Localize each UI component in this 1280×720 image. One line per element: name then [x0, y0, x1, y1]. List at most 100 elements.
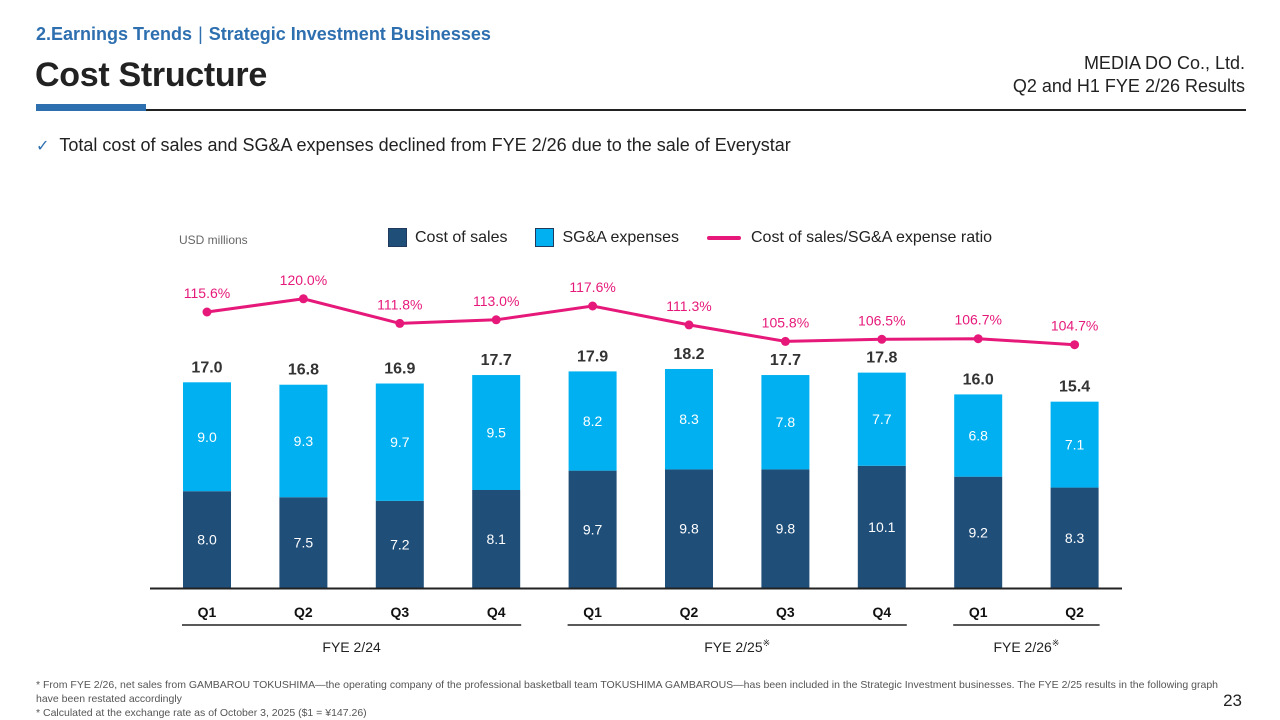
label-cost-of-sales: 7.5	[294, 535, 314, 551]
footnote-2: * Calculated at the exchange rate as of …	[36, 707, 367, 719]
legend-label-cost-of-sales: Cost of sales	[415, 228, 508, 246]
section-label: 2.Earnings Trends	[36, 24, 193, 44]
label-sga: 9.3	[294, 433, 314, 449]
legend-item-sga: SG&A expenses	[535, 228, 679, 247]
label-cost-of-sales: 8.0	[197, 532, 217, 548]
bar-cost-of-sales	[857, 465, 906, 588]
label-total: 17.7	[481, 352, 512, 369]
x-tick-label: Q4	[487, 604, 506, 620]
title-divider	[36, 109, 1246, 111]
footnote-mark: ※	[763, 638, 771, 648]
check-icon: ✓	[36, 138, 50, 155]
label-total: 16.8	[288, 362, 319, 379]
bar-sga	[568, 371, 617, 471]
key-point-text: Total cost of sales and SG&A expenses de…	[59, 135, 791, 155]
legend-item-ratio: Cost of sales/SG&A expense ratio	[707, 229, 992, 247]
bar-cost-of-sales	[375, 500, 424, 588]
group-label: FYE 2/25※	[704, 638, 770, 655]
unit-label: USD millions	[179, 233, 248, 247]
ratio-label: 115.6%	[184, 285, 230, 301]
ratio-label: 105.8%	[762, 314, 809, 330]
label-cost-of-sales: 9.7	[583, 521, 603, 537]
ratio-label: 106.7%	[954, 312, 1001, 328]
page-number: 23	[1223, 691, 1242, 710]
label-cost-of-sales: 10.1	[868, 519, 895, 535]
ratio-label: 111.3%	[666, 298, 711, 314]
bar-sga	[375, 383, 424, 501]
legend-label-sga: SG&A expenses	[562, 228, 679, 246]
label-sga: 8.3	[679, 411, 699, 427]
bar-cost-of-sales	[183, 491, 231, 588]
ratio-point	[780, 336, 790, 346]
ratio-line	[206, 297, 1075, 347]
ratio-point	[395, 318, 405, 328]
company-name: MEDIA DO Co., Ltd.	[1083, 53, 1245, 73]
company-info: MEDIA DO Co., Ltd. Q2 and H1 FYE 2/26 Re…	[1013, 52, 1245, 98]
label-sga: 9.0	[197, 429, 217, 445]
label-sga: 7.8	[776, 414, 796, 430]
x-tick-label: Q2	[294, 604, 313, 620]
section-title: 2.Earnings Trends | Strategic Investment B…	[36, 24, 491, 45]
bar-sga	[761, 375, 810, 470]
legend-swatch-cost-of-sales	[388, 228, 407, 247]
bar-cost-of-sales	[279, 497, 328, 588]
label-total: 17.9	[577, 348, 608, 365]
chart-legend: Cost of sales SG&A expenses Cost of sale…	[388, 228, 1020, 247]
x-tick-label: Q3	[776, 604, 795, 620]
group-label: FYE 2/26※	[993, 638, 1059, 655]
ratio-point	[684, 320, 694, 330]
x-tick-label: Q3	[390, 604, 409, 620]
label-cost-of-sales: 8.3	[1065, 530, 1085, 546]
bar-cost-of-sales	[954, 476, 1003, 588]
label-sga: 9.7	[390, 434, 410, 450]
ratio-point	[298, 294, 308, 304]
bar-sga	[857, 372, 906, 466]
title-accent-bar	[36, 104, 146, 111]
page-title: Cost Structure	[35, 56, 267, 94]
ratio-point	[1070, 340, 1080, 350]
label-cost-of-sales: 7.2	[390, 536, 410, 552]
label-sga: 6.8	[968, 428, 988, 444]
section-separator: |	[198, 24, 203, 44]
label-total: 18.2	[673, 346, 704, 363]
subsection-label: Strategic Investment Businesses	[208, 24, 491, 44]
bar-cost-of-sales	[568, 470, 617, 588]
x-tick-label: Q4	[872, 604, 891, 620]
label-total: 16.9	[384, 361, 415, 378]
label-sga: 9.5	[486, 425, 506, 441]
x-tick-label: Q1	[969, 604, 988, 620]
ratio-point	[202, 307, 212, 317]
x-tick-label: Q2	[680, 604, 699, 620]
footnote-1: * From FYE 2/26, net sales from GAMBAROU…	[36, 679, 1218, 705]
label-cost-of-sales: 9.8	[776, 521, 796, 537]
label-cost-of-sales: 8.1	[486, 531, 506, 547]
ratio-label: 104.7%	[1051, 318, 1098, 334]
label-sga: 8.2	[583, 413, 603, 429]
report-name: Q2 and H1 FYE 2/26 Results	[1012, 76, 1245, 96]
bar-sga	[183, 382, 231, 492]
legend-swatch-sga	[535, 228, 555, 247]
x-tick-label: Q2	[1065, 604, 1084, 620]
label-cost-of-sales: 9.8	[679, 521, 699, 537]
ratio-label: 111.8%	[377, 296, 422, 312]
bar-sga	[1050, 401, 1099, 488]
legend-label-ratio: Cost of sales/SG&A expense ratio	[751, 228, 993, 246]
label-total: 17.8	[866, 350, 897, 367]
ratio-label: 120.0%	[280, 272, 327, 288]
ratio-point	[877, 334, 887, 344]
label-total: 17.0	[191, 359, 222, 376]
label-total: 16.0	[963, 371, 994, 388]
bar-cost-of-sales	[1050, 487, 1099, 588]
bar-cost-of-sales	[761, 469, 810, 588]
footnote-mark: ※	[1052, 638, 1060, 648]
bar-cost-of-sales	[472, 489, 521, 588]
bar-sga	[279, 384, 328, 498]
x-tick-label: Q1	[583, 604, 602, 620]
ratio-label: 113.0%	[473, 293, 519, 309]
ratio-label: 106.5%	[858, 312, 905, 328]
legend-swatch-ratio	[707, 235, 741, 240]
bar-cost-of-sales	[665, 469, 713, 588]
legend-item-cost-of-sales: Cost of sales	[388, 228, 507, 247]
ratio-point	[588, 301, 598, 311]
bar-sga	[472, 375, 521, 490]
